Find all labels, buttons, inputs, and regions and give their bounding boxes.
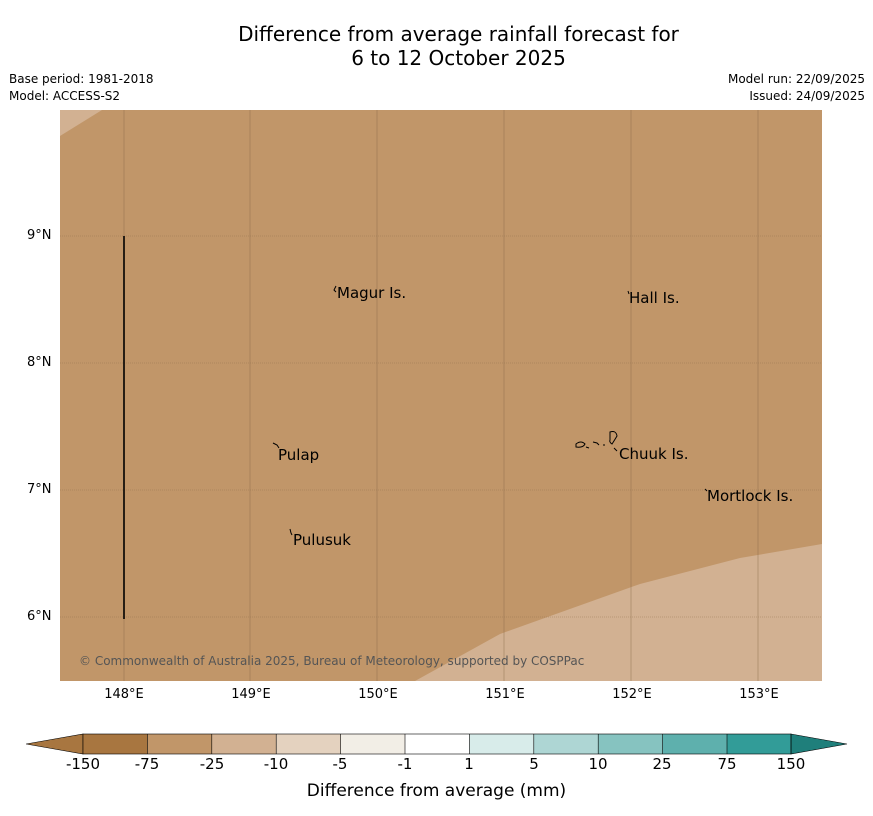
colorbar-segment-1 <box>83 734 148 754</box>
lat-label-7n: 7°N <box>27 482 52 497</box>
colorbar-segment-9 <box>598 734 663 754</box>
copyright-notice: © Commonwealth of Australia 2025, Bureau… <box>79 654 585 668</box>
place-pulap: Pulap <box>278 446 320 464</box>
colorbar-tick-11: 75 <box>717 755 737 773</box>
place-pulusuk: Pulusuk <box>293 531 351 549</box>
colorbar <box>25 733 850 761</box>
colorbar-extend-high <box>790 733 848 755</box>
gridlines <box>60 110 822 681</box>
lon-label-148e: 148°E <box>104 687 144 702</box>
lat-label-9n: 9°N <box>27 228 52 243</box>
colorbar-segment-4 <box>276 734 341 754</box>
colorbar-tick-1: -150 <box>65 755 101 773</box>
colorbar-segment-2 <box>147 734 212 754</box>
colorbar-extend-low <box>25 733 84 755</box>
place-chuuk: Chuuk Is. <box>619 445 689 463</box>
colorbar-tick-6: -1 <box>397 755 413 773</box>
meta-right: Model run: 22/09/2025 Issued: 24/09/2025 <box>728 71 865 105</box>
colorbar-svg <box>25 733 848 755</box>
colorbar-tick-2: -75 <box>134 755 160 773</box>
title-line-2: 6 to 12 October 2025 <box>351 46 566 70</box>
meta-left: Base period: 1981-2018 Model: ACCESS-S2 <box>9 71 154 105</box>
colorbar-title: Difference from average (mm) <box>306 781 567 801</box>
model-run: Model run: 22/09/2025 <box>727 72 865 86</box>
colorbar-tick-7: 1 <box>464 755 474 773</box>
lon-label-152e: 152°E <box>612 687 652 702</box>
colorbar-tick-10: 25 <box>652 755 672 773</box>
colorbar-tick-9: 10 <box>588 755 608 773</box>
colorbar-segment-6 <box>405 734 470 754</box>
colorbar-segment-7 <box>469 734 534 754</box>
colorbar-tick-5: -5 <box>332 755 348 773</box>
map-layer <box>60 110 822 681</box>
place-mortlock: Mortlock Is. <box>707 487 794 505</box>
map-panel <box>60 110 822 681</box>
place-hall: Hall Is. <box>629 289 680 307</box>
colorbar-tick-12: 150 <box>776 755 806 773</box>
island-outlines <box>272 285 708 536</box>
colorbar-tick-4: -10 <box>263 755 289 773</box>
chart-title: Difference from average rainfall forecas… <box>0 22 873 70</box>
colorbar-segment-10 <box>662 734 727 754</box>
issued-date: Issued: 24/09/2025 <box>749 89 865 103</box>
colorbar-segment-8 <box>533 734 599 754</box>
model-name: Model: ACCESS-S2 <box>9 89 121 103</box>
lon-label-151e: 151°E <box>485 687 525 702</box>
colorbar-segment-11 <box>727 734 791 754</box>
lon-label-153e: 153°E <box>739 687 779 702</box>
lat-label-6n: 6°N <box>27 609 52 624</box>
lon-label-150e: 150°E <box>358 687 398 702</box>
title-line-1: Difference from average rainfall forecas… <box>238 22 679 46</box>
colorbar-dividers <box>82 733 792 755</box>
colorbar-segment-3 <box>211 734 277 754</box>
colorbar-tick-8: 5 <box>529 755 539 773</box>
lon-label-149e: 149°E <box>231 687 271 702</box>
light-anomaly-region <box>415 544 822 681</box>
colorbar-segment-5 <box>340 734 405 754</box>
light-anomaly-corner <box>60 110 102 136</box>
colorbar-tick-3: -25 <box>199 755 225 773</box>
place-magur: Magur Is. <box>337 284 407 302</box>
base-period: Base period: 1981-2018 <box>9 72 154 86</box>
lat-label-8n: 8°N <box>27 355 52 370</box>
